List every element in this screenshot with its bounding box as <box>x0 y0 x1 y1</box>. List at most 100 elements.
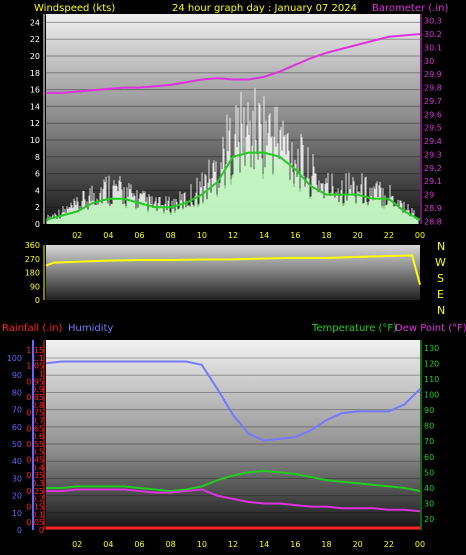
baro-tick-29.4: 29.4 <box>424 137 442 146</box>
rain-tick-0.9: 0.9 <box>31 385 44 394</box>
humidity-tick-80: 80 <box>12 388 22 397</box>
x-tick-top-04: 04 <box>103 231 113 240</box>
wind-tick-18: 18 <box>30 69 40 78</box>
compass-labels: N W S E N <box>435 240 446 317</box>
compass-e: E <box>437 288 444 301</box>
humidity-axis-title: Humidity <box>68 323 113 334</box>
temp-tick-80: 80 <box>424 422 434 431</box>
temp-tick-30: 30 <box>424 500 434 509</box>
baro-tick-29.5: 29.5 <box>424 124 442 133</box>
humidity-tick-50: 50 <box>12 440 22 449</box>
humidity-tick-10: 10 <box>12 509 22 518</box>
baro-tick-30.1: 30.1 <box>424 43 442 52</box>
wind-tick-22: 22 <box>30 35 40 44</box>
humidity-tick-30: 30 <box>12 474 22 483</box>
x-tick-bottom-14: 14 <box>259 540 269 549</box>
baro-tick-29.8: 29.8 <box>424 84 442 93</box>
rain-tick-0: 0 <box>39 526 44 535</box>
dew-axis-title: Dew Point (°F) <box>395 323 466 334</box>
chart-title: 24 hour graph day : January 07 2024 <box>172 3 357 14</box>
baro-tick-29.6: 29.6 <box>424 110 442 119</box>
dir-tick-270: 270 <box>25 255 40 264</box>
wind-direction-line <box>45 254 421 285</box>
wind-axis-title: Windspeed (kts) <box>34 3 115 14</box>
x-tick-bottom-02: 02 <box>72 540 82 549</box>
rain-tick-0.8: 0.8 <box>31 401 44 410</box>
wind-tick-2: 2 <box>35 203 40 212</box>
baro-axis-title: Barometer (.in) <box>372 3 448 14</box>
baro-tick-29.7: 29.7 <box>424 97 442 106</box>
wind-tick-24: 24 <box>30 18 40 27</box>
rain-tick-0.05: 0.05 <box>26 518 44 527</box>
dir-tick-180: 180 <box>25 269 40 278</box>
wind-tick-8: 8 <box>35 153 40 162</box>
rain-tick-1: 1 <box>39 369 44 378</box>
baro-tick-30: 30 <box>424 57 434 66</box>
dir-tick-360: 360 <box>25 241 40 250</box>
rain-tick-0.4: 0.4 <box>31 463 44 472</box>
compass-n-top: N <box>437 240 445 253</box>
wind-tick-14: 14 <box>30 102 40 111</box>
compass-s: S <box>437 272 444 285</box>
x-tick-top-02: 02 <box>72 231 82 240</box>
x-tick-bottom-22: 22 <box>384 540 394 549</box>
rain-tick-0.5: 0.5 <box>31 448 44 457</box>
rain-tick-0.25: 0.25 <box>26 487 44 496</box>
wind-tick-12: 12 <box>30 119 40 128</box>
wind-direction-plot-area <box>46 245 420 300</box>
temp-tick-110: 110 <box>424 375 439 384</box>
baro-tick-29: 29 <box>424 191 434 200</box>
wind-tick-6: 6 <box>35 170 40 179</box>
x-tick-bottom-10: 10 <box>197 540 207 549</box>
rain-tick-0.7: 0.7 <box>31 416 44 425</box>
wind-baro-lines <box>45 33 421 221</box>
temp-tick-40: 40 <box>424 484 434 493</box>
axis-ticks: 0202040406060808101012121414161618182020… <box>7 17 442 549</box>
rain-tick-0.35: 0.35 <box>26 471 44 480</box>
humidity-tick-90: 90 <box>12 371 22 380</box>
x-tick-top-10: 10 <box>197 231 207 240</box>
x-tick-top-22: 22 <box>384 231 394 240</box>
wind-tick-20: 20 <box>30 52 40 61</box>
humidity-tick-70: 70 <box>12 406 22 415</box>
barometer-line <box>46 33 421 94</box>
temp-axis-title: Temperature (°F) <box>311 323 397 334</box>
rain-axis-title: Rainfall (.in) <box>2 323 63 334</box>
baro-tick-28.8: 28.8 <box>424 217 442 226</box>
humidity-tick-100: 100 <box>7 354 22 363</box>
x-tick-bottom-12: 12 <box>228 540 238 549</box>
temp-tick-50: 50 <box>424 468 434 477</box>
rain-tick-1.1: 1.1 <box>31 354 44 363</box>
wind-tick-0: 0 <box>35 220 40 229</box>
baro-tick-28.9: 28.9 <box>424 204 442 213</box>
x-tick-bottom-06: 06 <box>134 540 144 549</box>
wind-tick-10: 10 <box>30 136 40 145</box>
x-tick-top-20: 20 <box>353 231 363 240</box>
compass-w: W <box>435 256 446 269</box>
rain-tick-0.75: 0.75 <box>26 409 44 418</box>
temp-tick-60: 60 <box>424 453 434 462</box>
rain-tick-0.3: 0.3 <box>31 479 44 488</box>
baro-tick-30.3: 30.3 <box>424 17 442 26</box>
rain-tick-0.2: 0.2 <box>31 495 44 504</box>
temp-tick-120: 120 <box>424 359 439 368</box>
x-tick-top-16: 16 <box>290 231 300 240</box>
dir-tick-90: 90 <box>30 282 40 291</box>
baro-tick-29.9: 29.9 <box>424 70 442 79</box>
compass-n-bottom: N <box>437 304 445 317</box>
avg-wind-line <box>45 151 421 221</box>
humidity-tick-60: 60 <box>12 423 22 432</box>
baro-tick-29.1: 29.1 <box>424 177 442 186</box>
x-tick-bottom-16: 16 <box>290 540 300 549</box>
x-tick-bottom-20: 20 <box>353 540 363 549</box>
dir-tick-0: 0 <box>35 296 40 305</box>
x-tick-top-06: 06 <box>134 231 144 240</box>
temp-tick-90: 90 <box>424 406 434 415</box>
baro-tick-29.3: 29.3 <box>424 150 442 159</box>
rain-tick-1.15: 1.15 <box>26 346 44 355</box>
rain-humidity-temp-plot-area <box>46 340 420 530</box>
bottom-grid <box>46 357 420 531</box>
rain-tick-0.45: 0.45 <box>26 456 44 465</box>
rain-tick-0.55: 0.55 <box>26 440 44 449</box>
temp-tick-100: 100 <box>424 391 439 400</box>
